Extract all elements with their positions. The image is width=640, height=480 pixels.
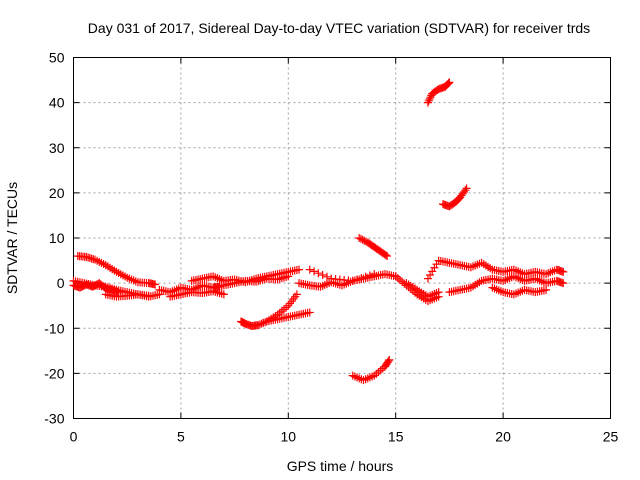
- y-tick-label: -20: [44, 365, 64, 381]
- data-points: [69, 78, 568, 385]
- plus-marker: [314, 269, 323, 278]
- plus-marker: [430, 263, 439, 272]
- plus-marker: [376, 366, 385, 375]
- plus-marker: [381, 251, 390, 260]
- plus-marker: [425, 95, 434, 104]
- plus-marker: [280, 305, 289, 314]
- plus-marker: [461, 186, 470, 195]
- plus-marker: [357, 274, 366, 283]
- plus-marker: [310, 267, 319, 276]
- x-tick-label: 15: [388, 429, 404, 445]
- plus-marker: [255, 320, 264, 329]
- y-tick-label: 0: [57, 275, 65, 291]
- data-series: [73, 252, 160, 289]
- plus-marker: [322, 272, 331, 281]
- data-series: [355, 234, 392, 261]
- axis-ticks: [73, 57, 611, 419]
- plus-marker: [358, 235, 367, 244]
- plus-marker: [391, 272, 400, 281]
- plus-marker: [559, 279, 568, 288]
- plus-marker: [426, 271, 435, 280]
- y-tick-label: -10: [44, 320, 64, 336]
- plus-marker: [428, 267, 437, 276]
- data-series: [402, 279, 443, 301]
- plus-marker: [559, 267, 568, 276]
- plus-marker: [356, 234, 365, 243]
- plus-marker: [424, 96, 433, 105]
- data-series: [348, 355, 394, 385]
- plus-marker: [353, 275, 362, 284]
- x-tick-label: 25: [603, 429, 619, 445]
- y-axis-label: SDTVAR / TECUs: [4, 182, 20, 294]
- plus-marker: [361, 272, 370, 281]
- plus-marker: [305, 308, 314, 317]
- plus-marker: [277, 307, 286, 316]
- plus-marker: [426, 93, 435, 102]
- data-series: [438, 184, 471, 211]
- plus-marker: [383, 252, 392, 261]
- plus-marker: [365, 271, 374, 280]
- data-series: [101, 290, 164, 301]
- plus-marker: [261, 318, 270, 327]
- plus-marker: [445, 78, 454, 87]
- grid-lines: [73, 57, 611, 419]
- y-tick-label: 40: [49, 95, 65, 111]
- plus-marker: [273, 275, 282, 284]
- x-axis-label: GPS time / hours: [287, 458, 394, 474]
- data-series: [445, 272, 568, 297]
- plus-marker: [292, 290, 301, 299]
- plus-marker: [542, 285, 551, 294]
- tick-labels: 0 5 10 15 20 25 -30 -20 -10 0 10 20 30 40 50: [44, 50, 618, 445]
- x-tick-label: 20: [495, 429, 511, 445]
- plus-marker: [434, 288, 443, 297]
- plus-marker: [259, 318, 268, 327]
- x-tick-label: 10: [281, 429, 297, 445]
- plus-marker: [444, 79, 453, 88]
- plus-marker: [254, 321, 263, 330]
- plus-marker: [348, 276, 357, 285]
- plus-marker: [257, 319, 266, 328]
- plus-marker: [355, 234, 364, 242]
- plus-marker: [443, 80, 452, 89]
- plus-marker: [219, 290, 228, 299]
- plus-marker: [151, 280, 160, 289]
- plus-marker: [277, 274, 286, 283]
- plus-marker: [305, 265, 314, 274]
- plus-marker: [284, 272, 293, 281]
- plus-marker: [385, 355, 394, 364]
- data-series: [305, 265, 379, 285]
- data-series: [262, 308, 314, 326]
- data-series: [423, 78, 454, 107]
- plus-marker: [370, 270, 379, 279]
- chart-title: Day 031 of 2017, Sidereal Day-to-day VTE…: [88, 20, 590, 36]
- plus-marker: [217, 289, 226, 298]
- plus-marker: [374, 368, 383, 377]
- data-series: [209, 272, 293, 292]
- plus-marker: [282, 303, 291, 312]
- x-tick-label: 0: [70, 429, 78, 445]
- plus-marker: [384, 357, 393, 366]
- plus-marker: [462, 184, 471, 193]
- data-series: [423, 256, 568, 283]
- y-tick-label: 30: [49, 140, 65, 156]
- y-tick-label: 20: [49, 185, 65, 201]
- plus-marker: [280, 273, 289, 282]
- plus-marker: [275, 274, 284, 283]
- data-series: [488, 283, 551, 299]
- x-tick-label: 5: [177, 429, 185, 445]
- plus-marker: [318, 271, 327, 280]
- plus-marker: [360, 236, 369, 245]
- plus-marker: [423, 274, 432, 283]
- y-tick-label: -30: [44, 411, 64, 427]
- y-tick-label: 50: [49, 50, 65, 66]
- plus-marker: [423, 98, 432, 107]
- y-tick-label: 10: [49, 230, 65, 246]
- plus-marker: [295, 265, 304, 274]
